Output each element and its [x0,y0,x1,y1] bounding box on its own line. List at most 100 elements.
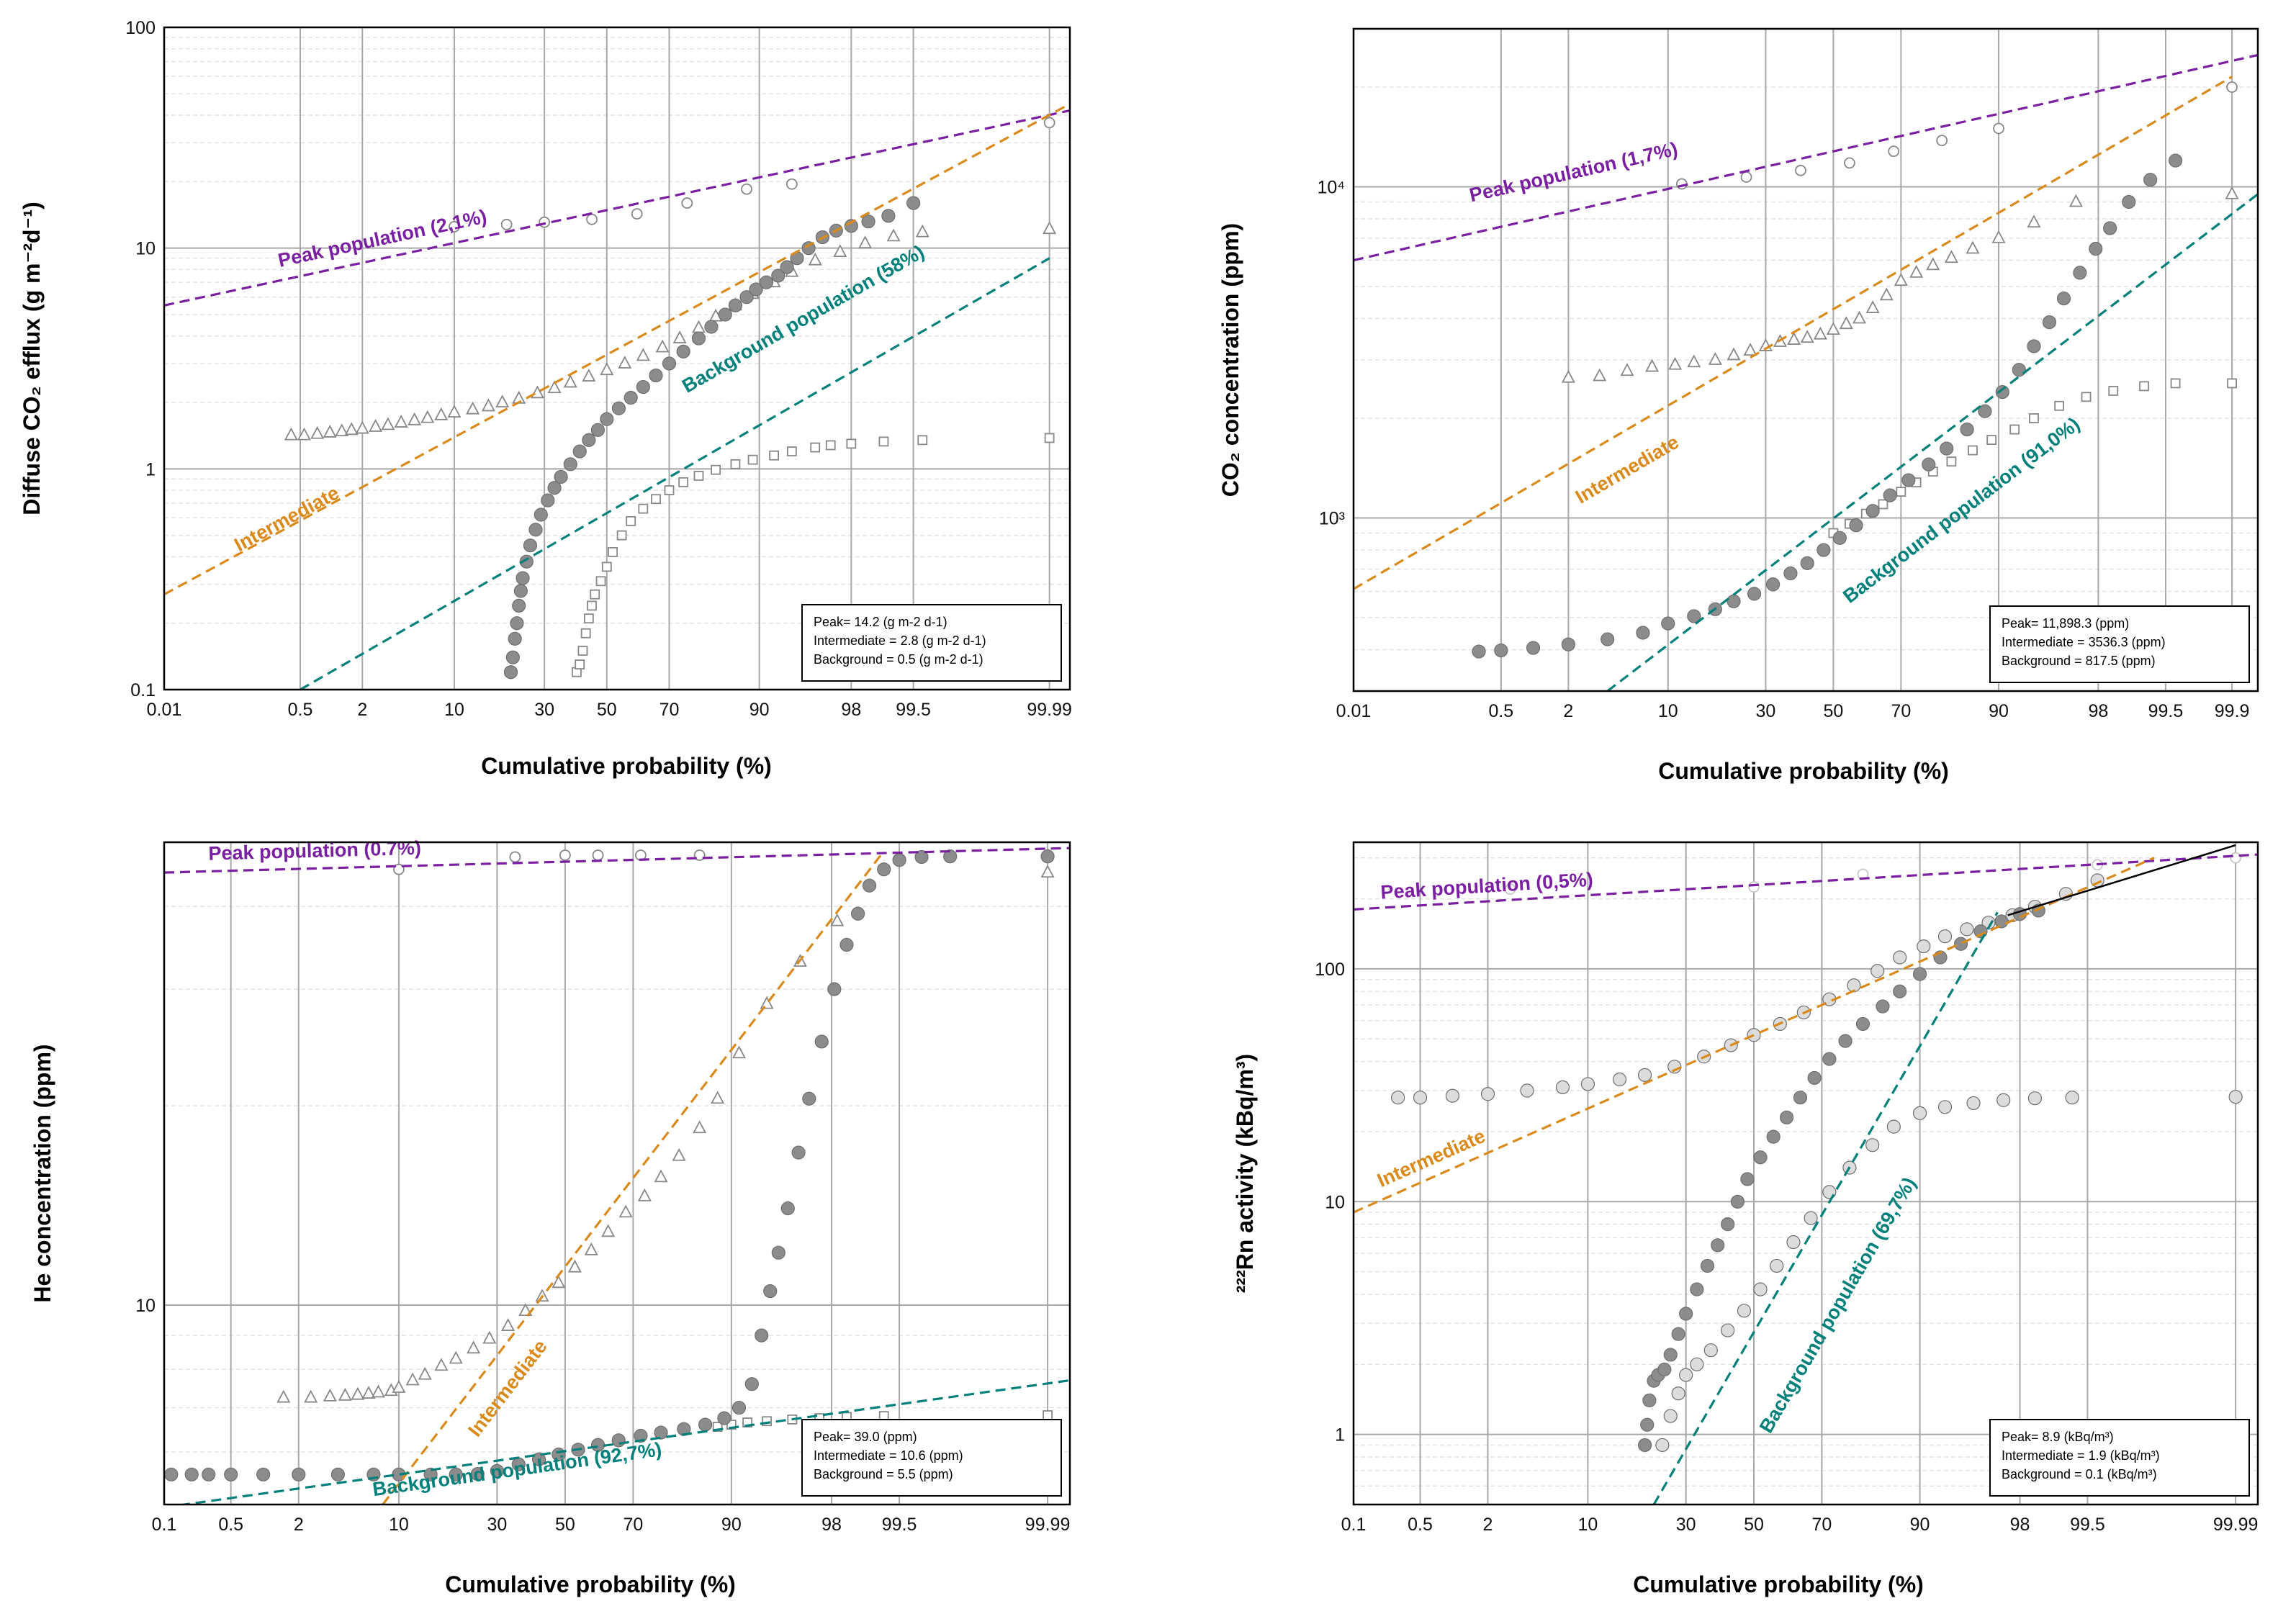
data-point [284,427,298,441]
data-point [1813,326,1827,340]
data-point [2042,315,2057,330]
data-point [718,307,732,322]
legend-entry: Peak= 39.0 (ppm) [814,1430,917,1444]
data-point [744,1377,759,1391]
data-point [572,444,587,459]
data-point [785,178,798,190]
data-point [1480,1087,1495,1101]
data-point [861,215,875,229]
data-point [1901,473,1916,487]
data-point [1040,865,1055,878]
x-tick-label: 0.01 [147,700,182,720]
data-point [1721,1217,1735,1232]
data-point [1740,1172,1755,1186]
data-point [482,1330,497,1344]
minor-gridlines [164,906,1070,1453]
data-point [626,515,636,526]
data-point [2073,266,2087,280]
data-point [449,221,460,233]
legend-entry: Background = 0.5 (g m-2 d-1) [814,652,983,667]
data-point [678,477,689,487]
data-point [256,1467,271,1481]
data-point [1679,1307,1693,1321]
data-point [731,1400,747,1415]
data-point [886,228,901,242]
data-point [586,213,598,225]
data-point [467,1340,481,1354]
data-point [802,1091,816,1106]
data-point [1878,499,1888,510]
data-point [878,436,889,447]
data-point [1765,577,1780,592]
data-point [519,554,534,569]
x-tick-label: 99.5 [2148,701,2184,721]
data-point [623,390,638,405]
data-point [490,1463,504,1478]
x-tick-label: 90 [749,700,770,720]
population-label: Intermediate [231,482,343,556]
data-point [1726,594,1741,608]
data-point [858,235,873,249]
y-tick-label: 100 [1315,960,1345,980]
data-point [771,1245,785,1260]
x-tick-label: 10 [389,1515,409,1535]
data-point [672,1147,686,1161]
series-measured [1472,153,2183,659]
data-point [1995,384,2009,400]
data-point [1748,881,1760,893]
data-point [577,646,588,656]
data-point [1822,1052,1837,1066]
data-point [1936,135,1948,147]
data-point [631,208,643,220]
legend-entry: Intermediate = 3536.3 (ppm) [2002,635,2166,649]
data-point [693,849,706,861]
data-point [915,224,929,238]
data-point [2168,153,2183,168]
x-tick-label: 99.99 [1027,700,1072,720]
data-point [1786,1235,1801,1250]
population-line-3 [300,257,1050,690]
data-point [1413,1091,1428,1105]
data-point [1865,300,1880,313]
data-point [1832,531,1847,545]
y-axis-label: Diffuse CO₂ efflux (g m⁻²d⁻¹) [19,202,45,515]
legend-entry: Intermediate = 10.6 (ppm) [814,1448,963,1463]
data-point [1687,609,1701,623]
data-point [2065,1091,2079,1105]
data-point [1671,1386,1685,1401]
y-tick-label: 1 [145,459,156,479]
data-point [335,423,349,437]
data-point [523,538,538,553]
data-point [423,1467,438,1481]
legend-box: Peak= 8.9 (kBq/m³) Intermediate = 1.9 (kB… [1989,1419,2250,1497]
data-point [747,454,758,465]
x-tick-label: 70 [1891,701,1911,721]
data-point [1645,358,1660,372]
data-point [616,530,627,541]
data-point [2012,363,2026,377]
data-point [563,374,577,388]
data-point [1893,984,1907,998]
data-point [1445,1088,1460,1103]
data-point [881,209,896,223]
data-point [1526,641,1541,655]
data-point [1822,1185,1837,1199]
data-point [1849,518,1863,533]
data-point [481,398,495,412]
data-point [1865,1138,1880,1152]
data-point [791,1145,806,1160]
data-point [636,348,650,361]
population-label: Intermediate [1572,431,1683,508]
data-point [510,616,524,631]
data-point [728,298,743,312]
data-point [434,407,449,420]
data-point [731,1045,746,1059]
population-line-2 [1354,857,2155,1214]
data-point [1795,164,1806,176]
x-tick-label: 2 [294,1515,304,1535]
data-point [371,1384,385,1398]
series-peak [449,117,1055,233]
data-point [1839,316,1853,330]
data-point [618,356,632,369]
data-point [2139,381,2149,392]
